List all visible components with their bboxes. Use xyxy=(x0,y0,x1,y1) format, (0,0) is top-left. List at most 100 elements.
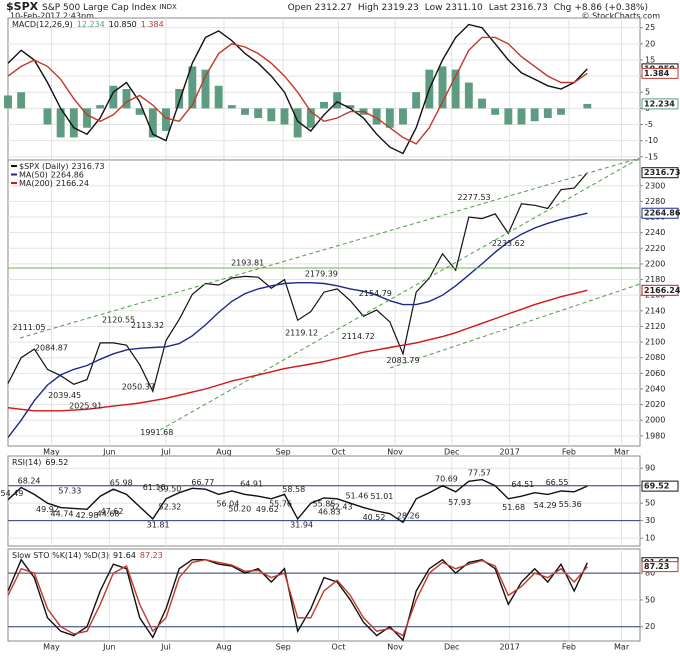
y-tick-label: 2240 xyxy=(645,228,665,237)
annotation: 2084.87 xyxy=(35,343,68,352)
x-tick-label: Feb xyxy=(562,448,576,457)
quote-value: +8.86 (+0.38%) xyxy=(574,3,648,13)
annotation: 47.62 xyxy=(101,507,124,516)
series-line xyxy=(7,478,588,524)
value-box-label: 87.23 xyxy=(644,562,669,571)
annotation: 2039.45 xyxy=(48,391,81,400)
annotation: 2119.12 xyxy=(285,329,318,338)
y-tick-label: 80 xyxy=(645,569,655,578)
legend-entry: MA(200) 2166.24 xyxy=(19,179,89,188)
quote-value: 2312.27 xyxy=(315,3,352,13)
panel-label-name: Slow STO %K(14) %D(3) xyxy=(12,551,109,560)
annotation: 42.98 xyxy=(76,511,99,520)
y-tick-label: 2140 xyxy=(645,306,665,315)
annotation: 49.92 xyxy=(36,505,59,514)
histogram-bar xyxy=(438,66,447,109)
annotation: 77.57 xyxy=(468,469,491,478)
subtitle-name: S&P 500 Large Cap Index xyxy=(42,3,157,13)
annotation: 50.20 xyxy=(228,505,251,514)
y-tick-label: 2220 xyxy=(645,244,665,253)
histogram-bar xyxy=(491,108,500,115)
y-tick-label: 2100 xyxy=(645,338,665,347)
value-box-label: 2264.86 xyxy=(644,209,680,218)
series-line xyxy=(7,558,588,642)
x-tick-label: Sep xyxy=(276,448,291,457)
panel-label-value: 91.64 xyxy=(113,551,136,560)
annotation: 64.91 xyxy=(240,480,263,489)
y-tick-label: -10 xyxy=(645,136,658,145)
x-tick-label: Jul xyxy=(160,643,171,652)
panel-label-name: RSI(14) xyxy=(12,458,41,467)
annotation: 56.04 xyxy=(216,499,239,508)
series-line xyxy=(7,172,588,394)
x-tick-label: Aug xyxy=(216,643,232,652)
x-tick-label: Oct xyxy=(332,643,346,652)
y-tick-label: 2000 xyxy=(645,416,665,425)
legend-value: 2264.86 xyxy=(51,170,84,179)
annotation: 52.43 xyxy=(330,503,353,512)
histogram-bar xyxy=(333,92,342,109)
legend-name: $SPX (Daily) xyxy=(19,162,69,171)
value-box xyxy=(641,67,679,79)
y-tick-label: 2020 xyxy=(645,400,665,409)
annotation: 2113.32 xyxy=(131,321,164,330)
histogram-bar xyxy=(504,108,513,125)
panels: -15-10-5051015202512.23410.8501.384MACD(… xyxy=(0,17,680,652)
histogram-bar xyxy=(96,105,105,109)
annotation: 28.26 xyxy=(397,512,420,521)
panel-label-value: 12.234 xyxy=(77,20,105,29)
histogram-bar xyxy=(148,108,157,138)
histogram-bar xyxy=(17,92,26,109)
value-box-label: 12.234 xyxy=(644,99,675,108)
histogram-bar xyxy=(56,108,65,138)
annotation: 55.85 xyxy=(313,500,336,509)
y-tick-label: 20 xyxy=(645,622,655,631)
histogram-bar xyxy=(385,108,394,128)
annotation: 66.55 xyxy=(546,478,569,487)
histogram-bar xyxy=(227,105,236,109)
y-tick-label: 2280 xyxy=(645,197,665,206)
y-tick-label: 2120 xyxy=(645,322,665,331)
x-tick-label: May xyxy=(43,448,60,457)
x-tick-label: May xyxy=(43,643,60,652)
annotation: 70.69 xyxy=(435,475,458,484)
date: 10-Feb-2017 2:43pm xyxy=(10,12,94,21)
annotation: 49.62 xyxy=(256,505,279,514)
annotation: 57.93 xyxy=(448,498,471,507)
value-box xyxy=(641,98,679,110)
legend-value: 2316.73 xyxy=(72,162,105,171)
legend-name: MA(50) xyxy=(19,170,48,179)
legend-entry: MA(50) 2264.86 xyxy=(19,170,84,179)
annotation: 40.52 xyxy=(363,513,386,522)
x-tick-label: Dec xyxy=(444,643,459,652)
trendlines xyxy=(8,157,641,431)
panel-label-name: MACD(12,26,9) xyxy=(12,20,73,29)
panel-label-value: 87.23 xyxy=(140,551,163,560)
panel-label-value: 69.52 xyxy=(45,458,68,467)
annotation: 64.51 xyxy=(511,480,534,489)
annotation: 2179.39 xyxy=(305,270,338,279)
x-tick-label: Oct xyxy=(332,448,346,457)
histogram-bar xyxy=(267,108,276,122)
annotation: 1991.68 xyxy=(140,428,173,437)
credit: © StockCharts.com xyxy=(582,12,661,21)
value-box-label: 69.52 xyxy=(644,482,669,491)
legend-value: 2166.24 xyxy=(56,179,89,188)
y-tick-label: 90 xyxy=(645,464,655,473)
x-tick-label: Nov xyxy=(387,448,403,457)
series-line xyxy=(7,23,588,155)
series-line xyxy=(7,289,588,412)
histogram-bar xyxy=(293,108,302,138)
symbol: $SPX xyxy=(6,0,39,13)
y-tick-label: 25 xyxy=(645,23,655,32)
annotation: 2025.91 xyxy=(69,401,102,410)
annotation: 65.98 xyxy=(110,479,133,488)
annotation: 51.01 xyxy=(370,492,393,501)
y-tick-label: 2040 xyxy=(645,384,665,393)
quote-label: Chg xyxy=(554,3,572,13)
annotation: 2193.81 xyxy=(231,258,264,267)
histogram-bar xyxy=(306,108,315,128)
x-tick-label: Jul xyxy=(160,448,171,457)
annotation: 66.77 xyxy=(191,478,214,487)
histogram-bar xyxy=(83,108,91,128)
